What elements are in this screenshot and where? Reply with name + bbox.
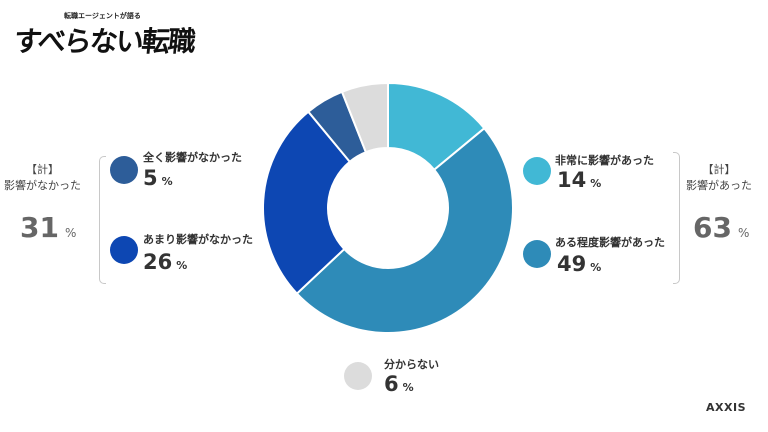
slice-dont-know	[340, 81, 389, 154]
legend-value-dont-know: 6%	[384, 372, 414, 396]
legend-label-somewhat-affected: ある程度影響があった	[555, 236, 665, 249]
brace-right	[673, 152, 680, 284]
slice-not-much	[262, 110, 352, 295]
slice-somewhat-affected	[295, 126, 514, 334]
legend-label-not-at-all: 全く影響がなかった	[143, 151, 242, 164]
total-affected-heading: 【計】	[702, 163, 736, 176]
total-not-affected-value: 31	[20, 211, 59, 244]
total-affected-value: 63	[693, 211, 732, 244]
unit-somewhat-affected: %	[590, 261, 602, 274]
unit-not-much: %	[176, 259, 188, 272]
legend-swatch-very-affected	[523, 157, 551, 185]
value-somewhat-affected: 49	[557, 252, 587, 276]
legend-label-dont-know: 分からない	[384, 358, 439, 371]
brace-left	[99, 156, 106, 284]
legend-value-not-much: 26%	[143, 250, 187, 274]
legend-value-very-affected: 14%	[557, 168, 601, 192]
legend-label-not-much: あまり影響がなかった	[143, 233, 253, 246]
logo: 転職エージェントが語る すべらない転職	[12, 10, 196, 68]
legend-swatch-somewhat-affected	[523, 240, 551, 268]
total-not-affected: 31%	[20, 211, 76, 244]
unit-not-at-all: %	[161, 175, 173, 188]
logo-tagline: 転職エージェントが語る	[64, 12, 141, 20]
legend-swatch-not-at-all	[110, 156, 138, 184]
total-affected-unit: %	[737, 226, 750, 240]
total-affected-label: 【計】 影響があった	[686, 162, 752, 194]
total-not-affected-heading: 【計】	[26, 163, 59, 176]
value-dont-know: 6	[384, 372, 399, 396]
value-not-much: 26	[143, 250, 173, 274]
value-not-at-all: 5	[143, 166, 158, 190]
value-very-affected: 14	[557, 168, 587, 192]
legend-value-somewhat-affected: 49%	[557, 252, 601, 276]
legend-label-very-affected: 非常に影響があった	[555, 154, 654, 167]
total-affected: 63%	[693, 211, 749, 244]
total-not-affected-unit: %	[64, 226, 77, 240]
unit-very-affected: %	[590, 177, 602, 190]
total-affected-caption: 影響があった	[686, 179, 752, 192]
legend-swatch-dont-know	[344, 362, 372, 390]
unit-dont-know: %	[402, 381, 414, 394]
total-not-affected-label: 【計】 影響がなかった	[4, 162, 81, 194]
total-not-affected-caption: 影響がなかった	[4, 179, 81, 192]
legend-swatch-not-much	[110, 236, 138, 264]
legend-value-not-at-all: 5%	[143, 166, 173, 190]
brand-logo: AXXIS	[706, 401, 746, 414]
